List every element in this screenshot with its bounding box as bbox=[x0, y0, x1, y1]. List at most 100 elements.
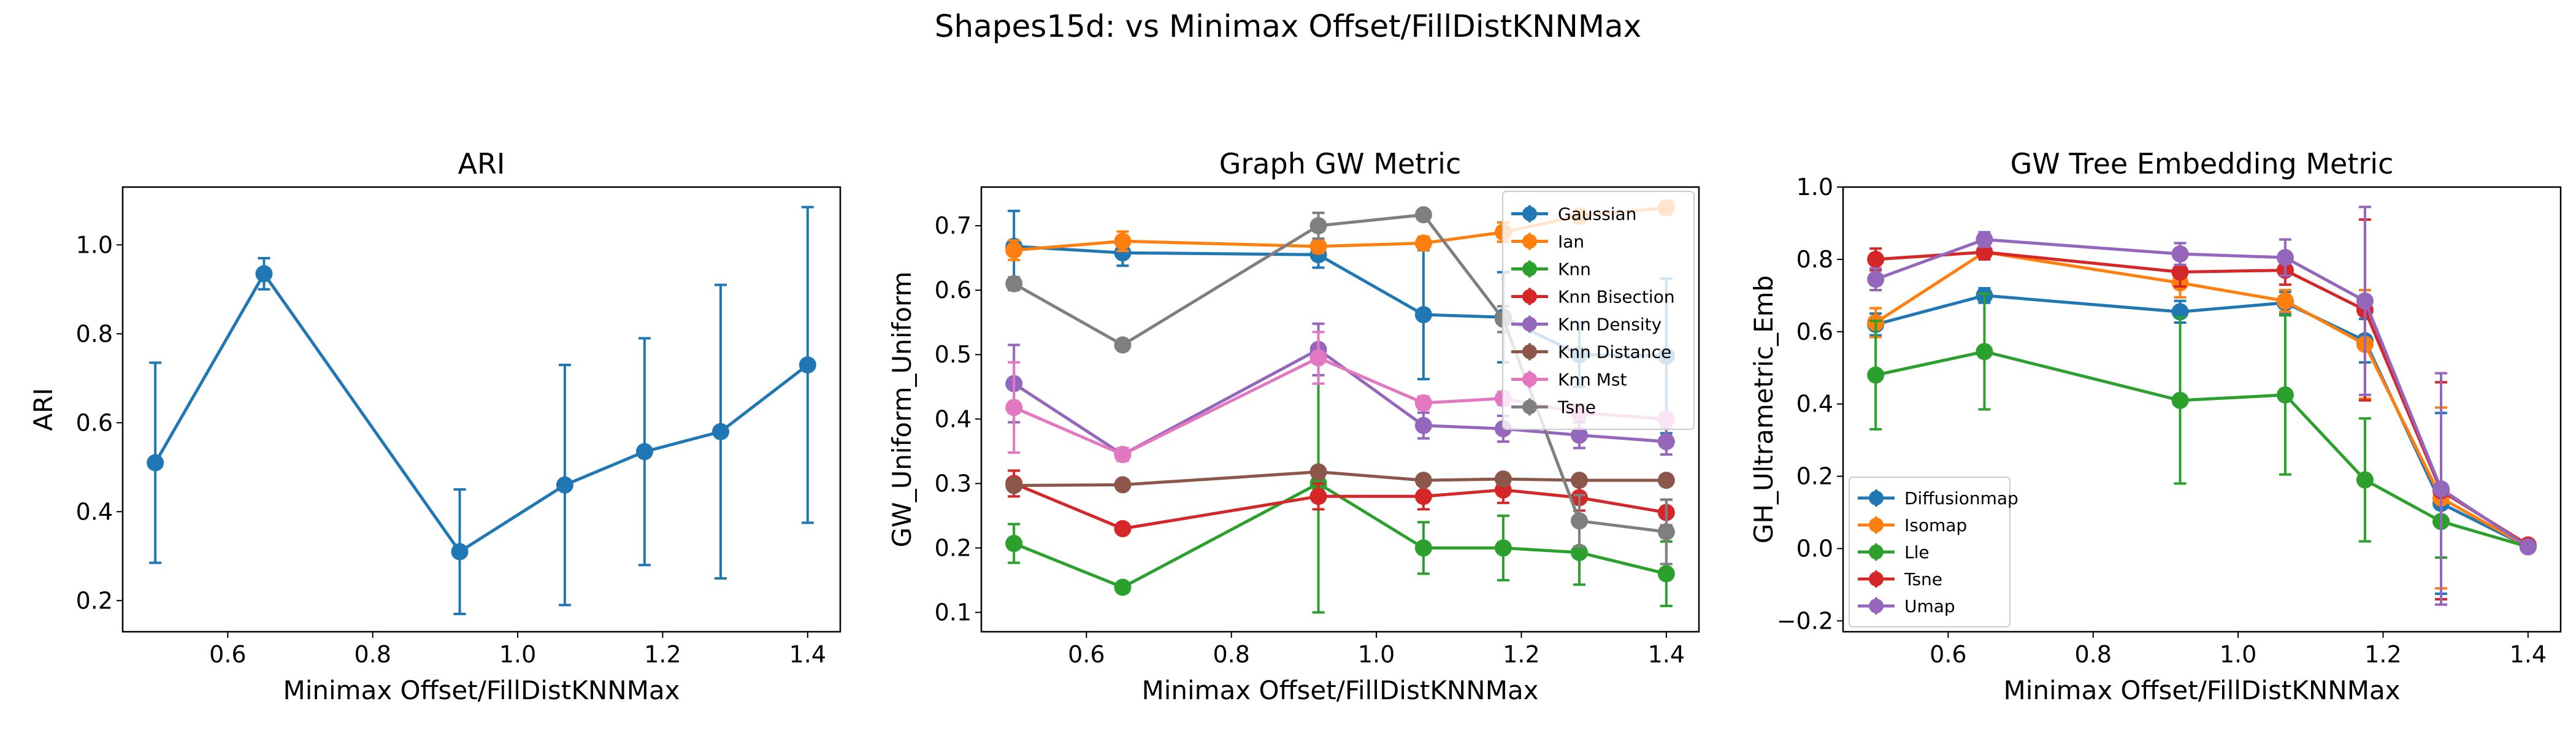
x-tick-label: 0.6 bbox=[209, 641, 246, 668]
data-point bbox=[1657, 565, 1675, 583]
data-point bbox=[1867, 366, 1885, 384]
legend: Diffusionmap Isomap Lle Tsne Umap bbox=[1849, 477, 2018, 627]
legend-marker bbox=[1522, 261, 1537, 277]
y-tick-label: 0.4 bbox=[935, 405, 972, 432]
data-point bbox=[1309, 237, 1327, 255]
data-point bbox=[1114, 476, 1132, 494]
y-tick-label: 0.6 bbox=[1796, 318, 1833, 345]
data-point bbox=[1114, 446, 1132, 464]
data-point bbox=[1976, 231, 1993, 248]
data-point bbox=[1494, 539, 1512, 557]
data-point bbox=[1414, 472, 1432, 489]
data-point bbox=[1976, 343, 1993, 361]
y-tick-label: 0.2 bbox=[76, 587, 113, 614]
y-tick-label: 0.2 bbox=[935, 534, 972, 561]
y-tick-label: 0.4 bbox=[1796, 391, 1833, 418]
data-point bbox=[556, 476, 573, 494]
y-tick-label: 0.7 bbox=[935, 212, 972, 239]
legend-entry: Tsne bbox=[1511, 397, 1596, 418]
y-axis-label: GH_Ultrametric_Emb bbox=[1749, 275, 1779, 543]
y-tick-label: 0.8 bbox=[1796, 246, 1833, 273]
y-axis-label: GW_Uniform_Uniform bbox=[887, 272, 917, 548]
axes-frame bbox=[121, 186, 841, 633]
legend-marker bbox=[1869, 599, 1884, 613]
data-point bbox=[1005, 241, 1023, 259]
series-0 bbox=[147, 205, 816, 615]
x-axis-label: Minimax Offset/FillDistKNNMax bbox=[1141, 675, 1538, 705]
data-point bbox=[635, 443, 653, 461]
legend-label: Lle bbox=[1904, 542, 1930, 562]
data-point bbox=[1414, 394, 1432, 412]
plot-data bbox=[1005, 199, 1675, 614]
legend-marker bbox=[1522, 344, 1537, 359]
x-tick-label: 1.4 bbox=[789, 641, 826, 668]
plot-data bbox=[147, 205, 816, 615]
x-tick-label: 1.2 bbox=[1503, 641, 1539, 668]
legend-label: Ian bbox=[1558, 232, 1584, 252]
data-point bbox=[2276, 292, 2294, 310]
data-point bbox=[1571, 543, 1588, 561]
legend-entry: Knn Mst bbox=[1511, 370, 1627, 390]
data-point bbox=[1414, 539, 1432, 557]
legend-marker bbox=[1522, 316, 1537, 332]
data-point bbox=[2171, 391, 2189, 409]
legend-label: Knn Distance bbox=[1558, 342, 1671, 362]
x-tick-label: 1.2 bbox=[2364, 641, 2401, 668]
data-point bbox=[2276, 386, 2294, 404]
data-point bbox=[1867, 270, 1885, 288]
data-point bbox=[1309, 488, 1327, 505]
data-point bbox=[2432, 480, 2450, 498]
data-point bbox=[1414, 306, 1432, 324]
legend-label: Knn Bisection bbox=[1558, 287, 1675, 307]
legend-label: Knn Mst bbox=[1558, 370, 1627, 390]
legend-label: Diffusionmap bbox=[1904, 488, 2018, 508]
legend-box bbox=[1849, 477, 2011, 627]
data-point bbox=[1657, 433, 1675, 451]
panel-ari: ARI 0.6 0.8 1.0 1.2 1.4 0.2 0.4 0.6 0.8 1.0 Minimax… bbox=[28, 147, 841, 705]
series-umap bbox=[1867, 205, 2537, 606]
data-point bbox=[1414, 488, 1432, 505]
x-tick-label: 1.2 bbox=[644, 641, 681, 668]
data-point bbox=[255, 265, 273, 283]
plot-data bbox=[1867, 205, 2537, 606]
data-point bbox=[1309, 349, 1327, 367]
x-tick-label: 0.6 bbox=[1068, 641, 1105, 668]
data-point bbox=[1414, 234, 1432, 252]
legend-entry: Knn Distance bbox=[1511, 342, 1671, 362]
panel-title: ARI bbox=[458, 147, 505, 180]
panel-title: Graph GW Metric bbox=[1219, 147, 1461, 180]
data-point bbox=[1005, 477, 1023, 494]
y-tick-label: 1.0 bbox=[76, 231, 113, 258]
x-tick-label: 1.4 bbox=[1648, 641, 1685, 668]
panel-graph-gw-metric: Graph GW Metric 0.6 0.8 1.0 1.2 1.4 0.1 0.2 0.3 0… bbox=[887, 147, 1700, 705]
series-knn-distance bbox=[1005, 463, 1675, 494]
legend-marker bbox=[1522, 372, 1537, 387]
legend-entry: Ian bbox=[1511, 232, 1584, 252]
x-tick-label: 0.6 bbox=[1930, 641, 1966, 668]
y-tick-label: 0.1 bbox=[935, 599, 972, 626]
x-tick-label: 1.0 bbox=[1358, 641, 1395, 668]
y-tick-label: 0.3 bbox=[935, 470, 972, 497]
data-point bbox=[1114, 578, 1132, 596]
legend-marker bbox=[1869, 572, 1884, 586]
legend-marker bbox=[1522, 289, 1537, 304]
legend-label: Knn Density bbox=[1558, 315, 1662, 335]
legend-marker bbox=[1869, 518, 1884, 532]
y-tick-label: −0.2 bbox=[1777, 607, 1833, 634]
data-point bbox=[2171, 263, 2189, 281]
data-point bbox=[1005, 399, 1023, 416]
data-point bbox=[799, 356, 816, 374]
legend-entry: Lle bbox=[1858, 542, 1930, 562]
x-axis-label: Minimax Offset/FillDistKNNMax bbox=[2003, 675, 2400, 705]
data-point bbox=[1114, 232, 1132, 250]
y-tick-label: 0.5 bbox=[935, 341, 972, 368]
data-point bbox=[2356, 292, 2374, 310]
x-tick-label: 0.8 bbox=[355, 641, 391, 668]
data-point bbox=[1005, 535, 1023, 553]
legend-box bbox=[1502, 191, 1695, 430]
x-axis-label: Minimax Offset/FillDistKNNMax bbox=[283, 675, 680, 705]
legend-label: Knn bbox=[1558, 259, 1591, 280]
data-point bbox=[1309, 463, 1327, 481]
data-point bbox=[1414, 416, 1432, 434]
panel-gw-tree-embedding-metric: GW Tree Embedding Metric 0.6 0.8 1.0 1.2 1.4 −… bbox=[1749, 147, 2562, 705]
